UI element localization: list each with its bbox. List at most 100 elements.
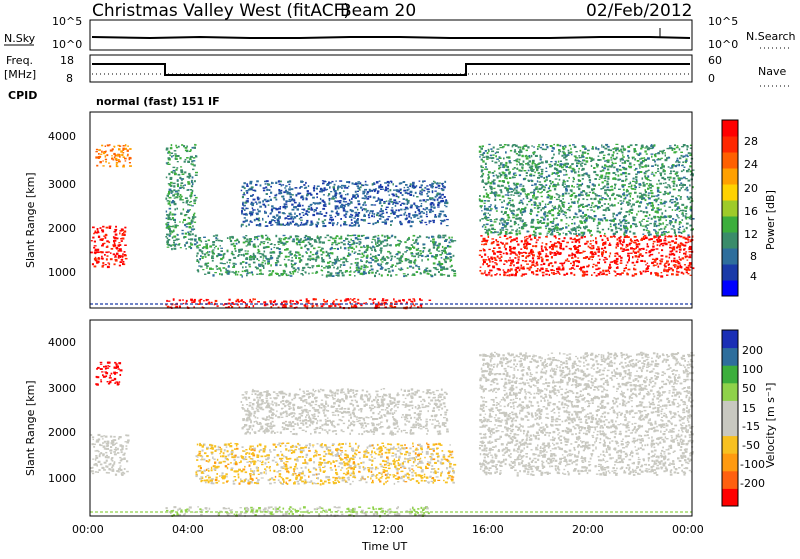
power-cell-4 (362, 219, 364, 221)
power-cell-4 (264, 211, 265, 212)
power-cell-4 (337, 186, 339, 188)
power-cell-6 (659, 263, 661, 265)
power-cell-7 (671, 196, 674, 198)
power-cell-3 (269, 259, 271, 261)
power-cell-2 (173, 155, 175, 156)
power-cell-7 (526, 156, 529, 157)
power-cell-3 (198, 237, 200, 239)
power-cell-3 (354, 252, 356, 253)
power-cell-7 (658, 180, 660, 182)
power-cell-0 (110, 258, 113, 260)
power-cell-4 (343, 205, 345, 206)
power-cell-1 (98, 153, 100, 155)
power-cell-5 (190, 299, 193, 301)
power-cell-4 (388, 216, 391, 217)
power-cell-7 (589, 182, 591, 184)
power-cell-5 (194, 299, 196, 301)
power-cell-3 (379, 250, 382, 251)
power-cell-0 (107, 255, 109, 256)
power-cell-6 (530, 238, 533, 240)
power-cell-6 (602, 273, 605, 275)
power-cell-7 (684, 230, 686, 232)
power-cell-0 (115, 259, 117, 261)
power-cell-3 (208, 254, 210, 256)
power-cell-7 (613, 215, 614, 217)
power-cell-3 (231, 244, 234, 246)
power-cell-7 (492, 160, 494, 162)
power-cell-6 (521, 240, 523, 242)
power-cell-6 (505, 260, 508, 262)
power-cell-7 (572, 168, 575, 170)
power-cell-2 (168, 151, 170, 153)
power-cell-6 (516, 237, 518, 239)
power-cell-3 (343, 243, 346, 245)
power-cell-4 (344, 221, 347, 222)
power-cell-4 (282, 184, 284, 185)
power-cell-3 (360, 246, 363, 248)
power-cell-3 (265, 238, 268, 240)
power-cell-2 (183, 208, 185, 210)
power-cell-6 (565, 246, 567, 248)
power-cell-7 (503, 200, 505, 202)
power-cell-7 (539, 204, 541, 206)
power-cell-7 (481, 218, 484, 220)
power-cell-7 (675, 161, 676, 163)
power-cell-7 (669, 179, 671, 181)
power-cell-4 (442, 200, 444, 202)
station-title: Christmas Valley West (fitACF) (92, 1, 350, 21)
power-cell-6 (641, 255, 643, 257)
power-cell-4 (369, 196, 371, 198)
power-cell-4 (277, 220, 280, 221)
power-cell-6 (630, 239, 632, 241)
power-cell-4 (390, 224, 392, 226)
power-cell-6 (605, 251, 607, 253)
power-cell-4 (395, 210, 397, 212)
power-cell-0 (114, 231, 117, 233)
power-cell-3 (354, 275, 355, 277)
power-cell-7 (560, 163, 563, 165)
power-cell-4 (410, 191, 413, 193)
power-cell-4 (286, 206, 288, 208)
power-cell-3 (326, 251, 328, 253)
power-cell-7 (561, 166, 564, 168)
power-cell-6 (526, 264, 529, 265)
power-cell-7 (582, 217, 584, 218)
power-cell-0 (124, 245, 127, 247)
power-cell-3 (389, 252, 391, 254)
power-cell-4 (380, 215, 381, 216)
power-cell-7 (502, 172, 505, 174)
power-cell-6 (566, 273, 568, 275)
power-cell-3 (274, 244, 276, 246)
power-cell-6 (655, 274, 657, 276)
power-cell-3 (220, 250, 223, 252)
power-cell-6 (553, 273, 556, 275)
power-cell-3 (330, 236, 332, 238)
power-cell-6 (479, 250, 482, 251)
power-cell-6 (641, 248, 643, 249)
power-cell-7 (598, 148, 600, 150)
power-cell-3 (219, 273, 221, 275)
power-cell-6 (605, 258, 608, 260)
power-cell-0 (124, 255, 127, 257)
power-cell-7 (520, 212, 522, 214)
power-cell-4 (285, 207, 287, 209)
power-cell-3 (257, 249, 259, 251)
power-cell-6 (536, 239, 539, 240)
power-cell-4 (322, 221, 324, 223)
power-cell-2 (175, 219, 177, 221)
power-cell-6 (640, 271, 642, 273)
power-cell-3 (374, 260, 377, 262)
power-cell-6 (603, 259, 605, 260)
power-cell-1 (127, 154, 129, 156)
power-cell-0 (120, 256, 121, 258)
power-cell-2 (174, 150, 177, 151)
power-cell-5 (246, 305, 248, 307)
power-cell-4 (314, 185, 316, 187)
cpid-value: normal (fast) 151 IF (96, 95, 220, 108)
power-cell-4 (299, 205, 302, 207)
power-cell-3 (423, 250, 425, 252)
power-cell-3 (208, 239, 210, 241)
power-cell-7 (611, 186, 613, 188)
nsky-tick-bottom-left: 10^0 (52, 38, 82, 51)
power-cell-3 (340, 238, 342, 240)
